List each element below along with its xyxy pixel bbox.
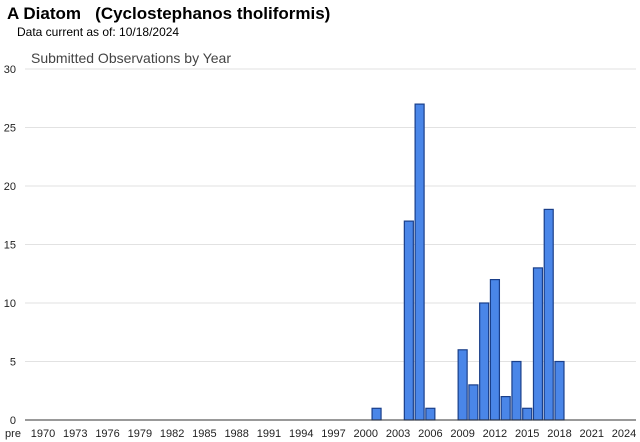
bar-2017 <box>543 208 554 421</box>
bar-2006 <box>425 407 436 421</box>
x-tick-label: 1997 <box>321 428 345 440</box>
x-tick-label: 2015 <box>515 428 539 440</box>
bar-2014 <box>511 360 522 421</box>
y-tick-label: 15 <box>4 240 16 252</box>
y-tick-label: 25 <box>4 123 16 135</box>
bars <box>371 103 565 421</box>
bar-2013 <box>500 396 511 421</box>
bar-2004 <box>403 220 414 421</box>
x-tick-label: 2024 <box>612 428 636 440</box>
x-tick-label: 1988 <box>224 428 248 440</box>
x-tick-label: 2006 <box>418 428 442 440</box>
bar-2011 <box>479 302 490 421</box>
x-tick-label: 1994 <box>289 428 313 440</box>
x-tick-label: 2018 <box>547 428 571 440</box>
bar-2015 <box>522 407 533 421</box>
x-axis-ticks: pre 1970 1973 1976 1979 1982 1985 1988 1991 1994 1… <box>5 428 636 440</box>
x-tick-label: 2021 <box>580 428 604 440</box>
x-tick-label: 1973 <box>63 428 87 440</box>
species-title: A Diatom (Cyclostephanos tholiformis) <box>7 4 331 23</box>
x-tick-label: 2012 <box>483 428 507 440</box>
bar-2016 <box>532 267 544 421</box>
y-tick-label: 30 <box>4 64 16 76</box>
bar-2005 <box>414 103 425 421</box>
x-tick-label: pre <box>5 428 21 440</box>
bar-2010 <box>468 384 479 421</box>
x-tick-label: 1979 <box>128 428 152 440</box>
bar-2001 <box>371 407 382 421</box>
chart-title: Submitted Observations by Year <box>31 50 231 66</box>
y-axis-ticks: 0 5 10 15 20 25 30 <box>4 64 16 427</box>
x-tick-label: 1976 <box>95 428 119 440</box>
x-tick-label: 1985 <box>192 428 216 440</box>
bar-2009 <box>457 349 468 421</box>
y-tick-label: 20 <box>4 181 16 193</box>
x-tick-label: 2009 <box>450 428 474 440</box>
x-tick-label: 2003 <box>386 428 410 440</box>
y-tick-label: 10 <box>4 298 16 310</box>
y-tick-label: 0 <box>10 415 16 427</box>
y-tick-label: 5 <box>10 357 16 369</box>
x-tick-label: 1991 <box>257 428 281 440</box>
bar-2012 <box>489 279 501 421</box>
x-tick-label: 1982 <box>160 428 184 440</box>
data-current-date: Data current as of: 10/18/2024 <box>17 25 180 39</box>
x-tick-label: 2000 <box>354 428 378 440</box>
x-tick-label: 1970 <box>31 428 55 440</box>
bar-2018 <box>554 360 565 421</box>
